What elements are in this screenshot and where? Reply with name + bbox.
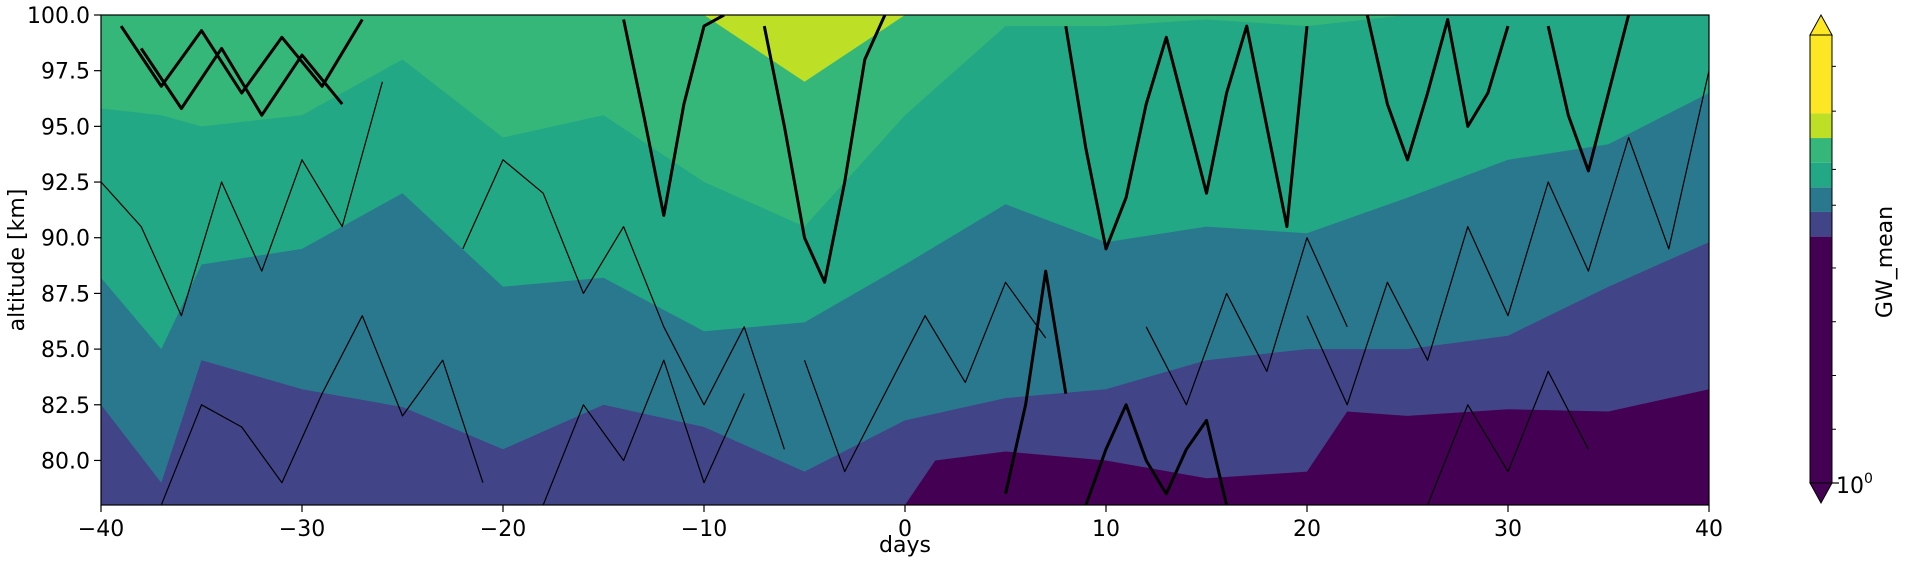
contour-line-15 xyxy=(1145,237,1348,406)
colorbar-segment-lowest xyxy=(1810,236,1832,483)
contour-line-9 xyxy=(1084,403,1229,505)
band-level-5 xyxy=(101,15,1709,227)
x-tick-label: −20 xyxy=(480,517,526,542)
colorbar-segment-level-5 xyxy=(1810,138,1832,163)
y-tick-label: 97.5 xyxy=(41,60,90,85)
contour-line-7 xyxy=(1546,15,1631,173)
y-tick-label: 87.5 xyxy=(41,282,90,307)
y-tick-label: 100.0 xyxy=(27,4,90,29)
y-tick-label: 82.5 xyxy=(41,394,90,419)
contour-line-4 xyxy=(762,15,887,284)
x-axis-label: days xyxy=(879,533,931,558)
x-tick-label: −30 xyxy=(279,517,325,542)
filled-contour-bands xyxy=(101,15,1709,505)
contour-line-17 xyxy=(1427,370,1589,505)
x-axis: −40 −30 −20 −10 0 10 20 30 40 xyxy=(78,505,1723,542)
colorbar-segment-level-2 xyxy=(1810,211,1832,237)
contour-line-11 xyxy=(101,81,383,317)
plot-area xyxy=(101,15,1709,505)
contour-line-13 xyxy=(803,281,1047,473)
colorbar xyxy=(1809,13,1839,505)
y-axis: 80.0 82.5 85.0 87.5 90.0 92.5 95.0 97.5 100.0 xyxy=(27,4,101,474)
x-tick-label: 30 xyxy=(1494,517,1522,542)
y-tick-label: 92.5 xyxy=(41,171,90,196)
contour-line-6 xyxy=(1365,15,1510,162)
y-tick-label: 90.0 xyxy=(41,227,90,252)
contour-line-2 xyxy=(139,46,344,117)
x-tick-label: −40 xyxy=(78,517,124,542)
x-tick-label: 10 xyxy=(1092,517,1120,542)
colorbar-segment-level-3 xyxy=(1810,187,1832,212)
y-axis-label: altitude [km] xyxy=(5,189,30,332)
contour-line-5 xyxy=(1064,24,1309,251)
y-tick-label: 85.0 xyxy=(41,338,90,363)
y-tick-label: 95.0 xyxy=(41,115,90,140)
colorbar-frame xyxy=(1809,34,1833,484)
x-tick-label: 20 xyxy=(1293,517,1321,542)
colorbar-tick-label: 100 xyxy=(1836,471,1873,499)
contour-line-10 xyxy=(160,315,484,505)
colorbar-label: GW_mean xyxy=(1873,206,1898,318)
colorbar-segment-level-4 xyxy=(1810,162,1832,188)
contour-line-12 xyxy=(462,159,785,450)
contour-lines xyxy=(101,15,1709,505)
x-tick-label: 40 xyxy=(1695,517,1723,542)
y-tick-label: 80.0 xyxy=(41,449,90,474)
x-tick-label: −10 xyxy=(681,517,727,542)
contour-line-16 xyxy=(542,359,745,505)
contour-line-14 xyxy=(1306,70,1709,406)
colorbar-segment-highest xyxy=(1810,35,1832,114)
contour-line-3 xyxy=(622,15,725,217)
colorbar-extend-bottom xyxy=(1809,482,1833,505)
colorbar-extend-top xyxy=(1809,13,1833,36)
contour-line-1 xyxy=(119,18,364,95)
x-tick-label: 0 xyxy=(898,517,912,542)
contour-line-8 xyxy=(1004,269,1068,495)
colorbar-segment-level-6 xyxy=(1810,113,1832,139)
